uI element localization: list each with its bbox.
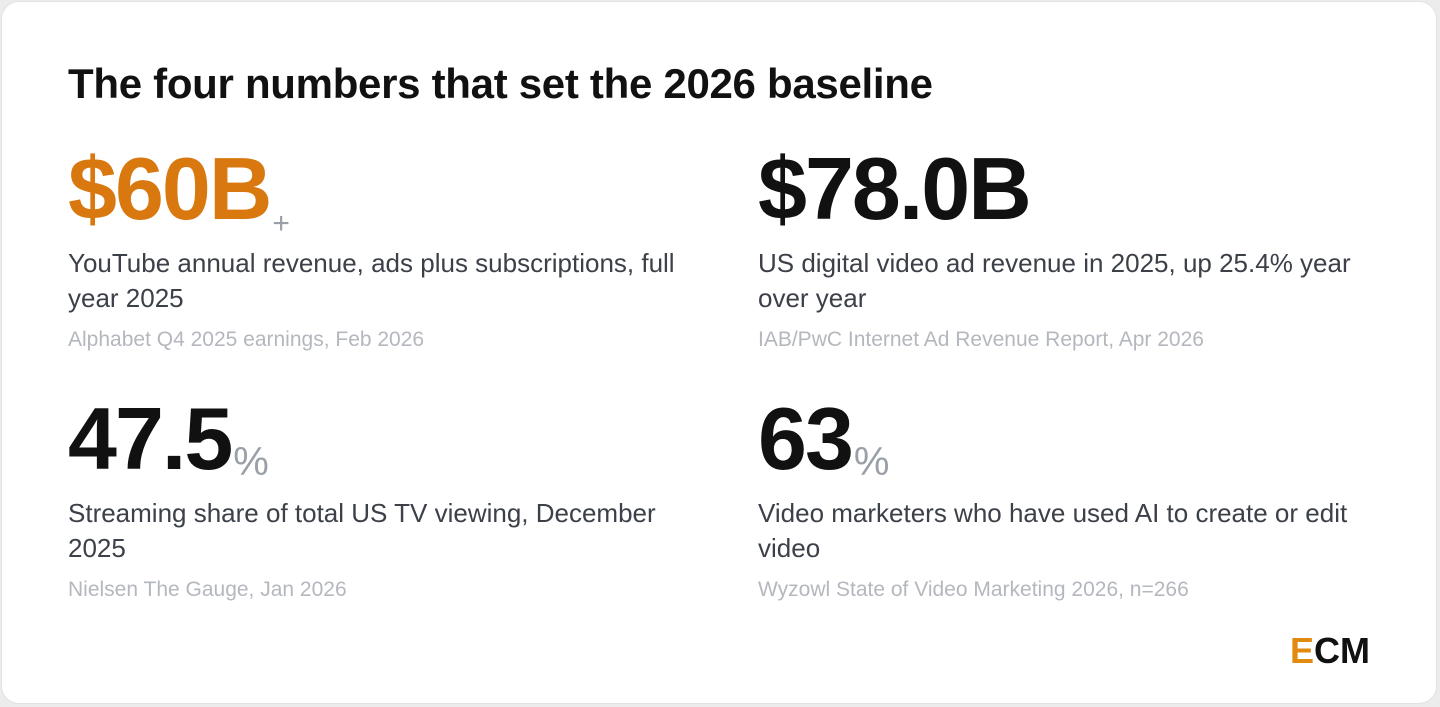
logo-letters: CM [1314, 630, 1371, 671]
stat-description: US digital video ad revenue in 2025, up … [758, 248, 1351, 313]
stat-description: Video marketers who have used AI to crea… [758, 498, 1348, 563]
ecm-logo: ECM [1290, 630, 1370, 672]
logo-letter-accent: E [1290, 630, 1315, 671]
stat-suffix: + [272, 207, 290, 240]
stat-value: $78.0B [758, 139, 1032, 238]
stat-ai-video-marketers: 63% Video marketers who have used AI to … [758, 390, 1378, 604]
stat-source: Alphabet Q4 2025 earnings, Feb 2026 [68, 328, 425, 351]
stat-streaming-share: 47.5% Streaming share of total US TV vie… [68, 390, 688, 604]
page-title: The four numbers that set the 2026 basel… [68, 60, 933, 107]
stat-suffix: % [853, 440, 890, 484]
stat-value: 47.5 [68, 389, 233, 488]
stat-youtube-revenue: $60B+ YouTube annual revenue, ads plus s… [68, 140, 688, 354]
stat-suffix: % [233, 440, 269, 484]
stat-description: Streaming share of total US TV viewing, … [68, 498, 656, 563]
stat-description: YouTube annual revenue, ads plus subscri… [68, 248, 675, 313]
stat-value-line: 47.5% [68, 390, 688, 488]
stat-value: 63 [758, 389, 854, 488]
stat-source: Nielsen The Gauge, Jan 2026 [68, 578, 347, 601]
stat-video-ad-revenue: $78.0B US digital video ad revenue in 20… [758, 140, 1378, 354]
stat-source: Wyzowl State of Video Marketing 2026, n=… [758, 578, 1189, 601]
stat-value-line: $78.0B [758, 140, 1378, 238]
stat-value: $60B [68, 139, 272, 238]
stat-value-line: $60B+ [68, 139, 688, 241]
stat-value-line: 63% [758, 390, 1378, 488]
stat-source: IAB/PwC Internet Ad Revenue Report, Apr … [758, 328, 1204, 351]
